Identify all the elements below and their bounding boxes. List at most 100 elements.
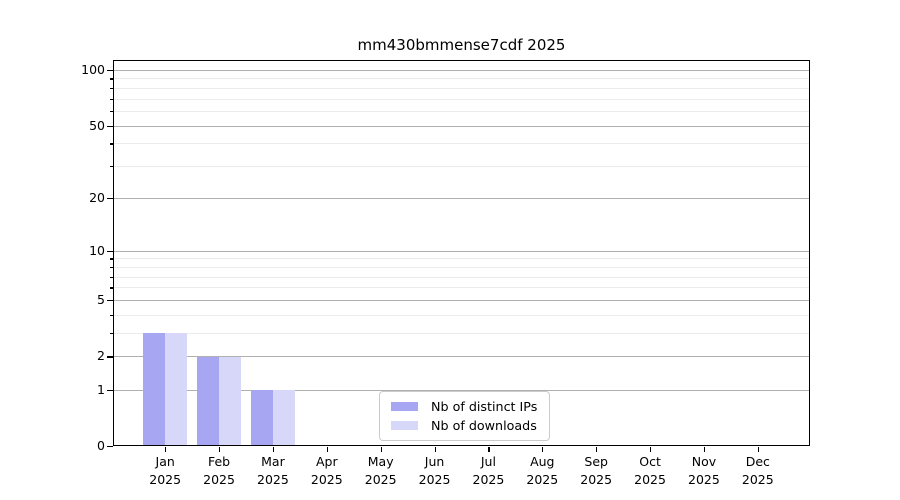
y-minor-tick-mark <box>110 166 113 168</box>
legend-label: Nb of downloads <box>431 418 537 433</box>
bar-nb-of-downloads <box>165 333 188 446</box>
x-tick-label: Apr 2025 <box>295 453 359 488</box>
x-tick-label: Jan 2025 <box>133 453 197 488</box>
plot-area <box>113 60 810 446</box>
y-minor-tick-mark <box>110 276 113 278</box>
x-tick-month: Feb <box>207 454 231 469</box>
y-tick-label: 2 <box>97 348 105 364</box>
major-gridline <box>113 197 810 199</box>
minor-gridline <box>113 314 810 316</box>
x-tick-label: May 2025 <box>349 453 413 488</box>
x-tick-year: 2025 <box>203 471 235 487</box>
x-tick-year: 2025 <box>741 471 774 487</box>
legend-item: Nb of distinct IPs <box>391 397 537 416</box>
legend-label: Nb of distinct IPs <box>431 399 538 414</box>
x-tick-mark <box>542 447 544 452</box>
minor-gridline <box>113 78 810 80</box>
major-gridline <box>113 389 810 391</box>
minor-gridline <box>113 333 810 335</box>
x-tick-year: 2025 <box>257 471 289 487</box>
y-minor-tick-mark <box>110 287 113 289</box>
bar-nb-of-downloads <box>219 356 242 446</box>
y-minor-tick-mark <box>110 314 113 317</box>
x-tick-label: Nov 2025 <box>672 453 736 488</box>
legend: Nb of distinct IPs Nb of downloads <box>379 391 551 441</box>
bar-nb-of-distinct-ips <box>250 389 273 446</box>
y-tick-mark <box>107 125 113 127</box>
minor-gridline <box>113 287 810 289</box>
x-tick-mark <box>380 447 382 452</box>
legend-item: Nb of downloads <box>391 416 537 435</box>
y-tick-label: 50 <box>89 117 105 133</box>
y-tick-label: 20 <box>89 189 105 205</box>
legend-swatch-1 <box>391 421 418 430</box>
minor-gridline <box>113 98 810 100</box>
minor-gridline <box>113 166 810 168</box>
x-tick-month: Aug <box>530 454 555 469</box>
x-tick-mark <box>434 447 436 452</box>
x-tick-mark <box>326 447 328 452</box>
major-gridline <box>113 125 810 127</box>
y-minor-tick-mark <box>110 333 113 335</box>
x-tick-year: 2025 <box>526 471 559 487</box>
x-tick-year: 2025 <box>364 471 397 487</box>
minor-gridline <box>113 143 810 145</box>
x-tick-month: Jun <box>424 454 445 469</box>
x-tick-year: 2025 <box>418 471 451 487</box>
x-tick-year: 2025 <box>149 471 182 487</box>
bar-nb-of-distinct-ips <box>143 333 166 446</box>
x-tick-year: 2025 <box>688 471 720 487</box>
x-tick-label: Dec 2025 <box>726 453 790 488</box>
bar-nb-of-downloads <box>272 389 295 446</box>
y-minor-tick-mark <box>110 266 113 269</box>
y-minor-tick-mark <box>110 98 113 100</box>
x-tick-mark <box>272 447 275 452</box>
y-tick-mark <box>107 250 113 252</box>
x-tick-month: May <box>367 454 394 469</box>
y-minor-tick-mark <box>110 78 113 80</box>
x-tick-year: 2025 <box>472 471 505 487</box>
y-tick-mark <box>107 70 113 72</box>
chart-title: mm430bmmense7cdf 2025 <box>357 36 566 54</box>
y-tick-mark <box>107 300 113 302</box>
x-tick-month: Sep <box>584 454 608 469</box>
x-tick-month: Nov <box>691 454 717 469</box>
x-tick-mark <box>488 447 490 452</box>
y-tick-label: 0 <box>97 438 105 453</box>
minor-gridline <box>113 258 810 260</box>
y-minor-tick-mark <box>110 258 113 260</box>
x-tick-mark <box>757 447 759 452</box>
x-tick-year: 2025 <box>310 471 343 487</box>
x-tick-month: Oct <box>639 454 661 469</box>
major-gridline <box>113 356 810 358</box>
major-gridline <box>113 300 810 302</box>
y-tick-mark <box>107 446 113 448</box>
x-tick-month: Apr <box>316 454 338 469</box>
x-tick-mark <box>596 447 598 452</box>
x-tick-mark <box>165 447 167 452</box>
x-tick-label: Jul 2025 <box>456 453 520 488</box>
y-tick-mark <box>107 389 113 391</box>
x-tick-label: Aug 2025 <box>510 453 574 488</box>
bar-nb-of-distinct-ips <box>197 356 220 446</box>
major-gridline <box>113 70 810 71</box>
y-tick-label: 5 <box>97 292 105 308</box>
legend-swatch-0 <box>391 402 418 411</box>
x-tick-month: Jan <box>155 454 175 469</box>
y-minor-tick-mark <box>110 111 113 113</box>
minor-gridline <box>113 111 810 113</box>
y-tick-label: 1 <box>97 381 105 397</box>
x-tick-label: Oct 2025 <box>618 453 682 488</box>
x-tick-label: Feb 2025 <box>187 453 251 488</box>
minor-gridline <box>113 266 810 268</box>
x-tick-year: 2025 <box>634 471 666 487</box>
x-tick-mark <box>219 447 221 452</box>
x-tick-year: 2025 <box>580 471 613 487</box>
x-tick-month: Mar <box>261 454 285 469</box>
x-tick-month: Jul <box>480 454 496 469</box>
y-tick-mark <box>107 197 113 200</box>
x-tick-label: Jun 2025 <box>403 453 467 488</box>
x-tick-label: Mar 2025 <box>241 453 305 488</box>
x-tick-label: Sep 2025 <box>564 453 628 488</box>
